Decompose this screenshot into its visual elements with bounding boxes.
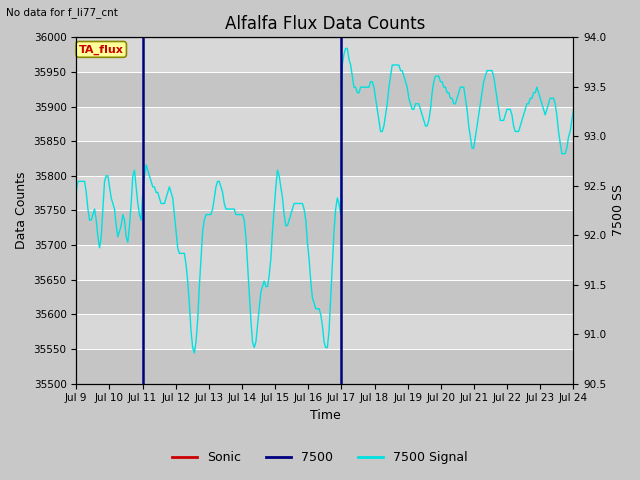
X-axis label: Time: Time [310, 409, 340, 422]
Bar [76, 280, 573, 314]
Text: No data for f_li77_cnt: No data for f_li77_cnt [6, 7, 118, 18]
Bar [76, 210, 573, 245]
Bar [76, 349, 573, 384]
Bar [76, 141, 573, 176]
Title: Alfalfa Flux Data Counts: Alfalfa Flux Data Counts [225, 15, 425, 33]
Y-axis label: 7500 SS: 7500 SS [612, 184, 625, 237]
Bar [76, 72, 573, 107]
Legend: Sonic, 7500, 7500 Signal: Sonic, 7500, 7500 Signal [167, 446, 473, 469]
Y-axis label: Data Counts: Data Counts [15, 172, 28, 249]
Text: TA_flux: TA_flux [79, 44, 124, 55]
